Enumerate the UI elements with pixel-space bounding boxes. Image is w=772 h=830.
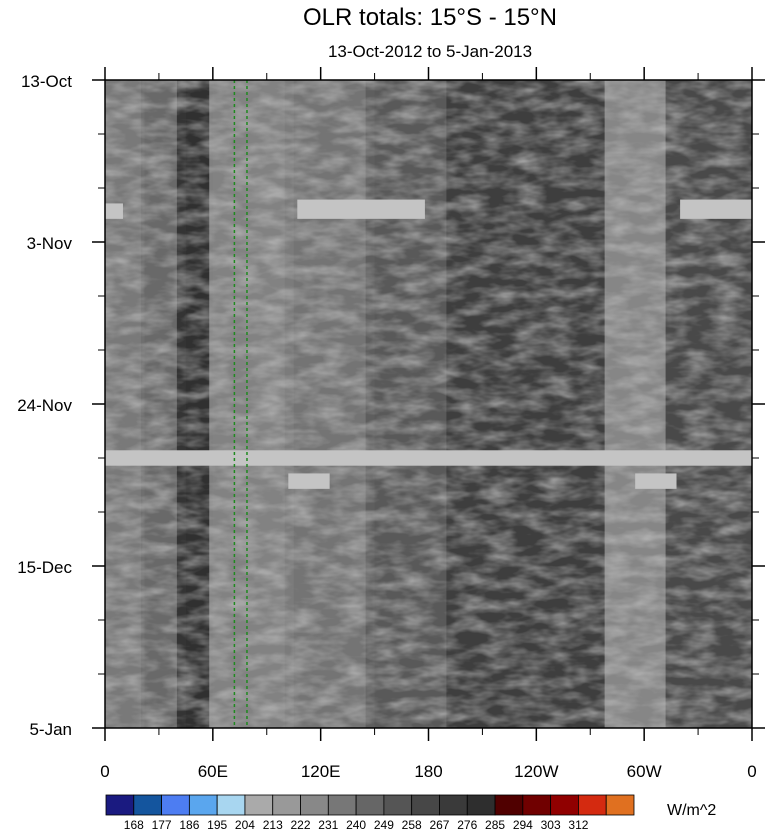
x-tick-label: 120W bbox=[514, 762, 558, 781]
y-tick-label: 13-Oct bbox=[21, 72, 72, 91]
y-tick-label: 3-Nov bbox=[27, 234, 73, 253]
colorbar-label: 231 bbox=[318, 818, 338, 830]
chart-subtitle: 13-Oct-2012 to 5-Jan-2013 bbox=[328, 42, 532, 61]
colorbar-swatch bbox=[355, 794, 385, 816]
x-axis: 0 60E 120E 180 120W 60W 0 bbox=[100, 67, 757, 781]
colorbar-swatch bbox=[105, 794, 135, 816]
missing-band-4 bbox=[288, 473, 330, 489]
colorbar-label: 249 bbox=[374, 818, 394, 830]
y-tick-label: 15-Dec bbox=[17, 558, 72, 577]
x-tick-label: 0 bbox=[100, 762, 109, 781]
colorbar-swatch bbox=[522, 794, 552, 816]
colorbar-label: 267 bbox=[429, 818, 449, 830]
colorbar-label: 213 bbox=[263, 818, 283, 830]
colorbar-label: 204 bbox=[235, 818, 255, 830]
colorbar-label: 312 bbox=[568, 818, 588, 830]
x-tick-label: 120E bbox=[301, 762, 341, 781]
colorbar-swatch bbox=[133, 794, 162, 816]
colorbar-swatch bbox=[494, 794, 524, 816]
colorbar-swatch bbox=[300, 794, 329, 816]
reference-lines bbox=[233, 80, 248, 728]
colorbar-label: 177 bbox=[152, 818, 172, 830]
colorbar-swatch bbox=[605, 794, 635, 816]
colorbar-label: 168 bbox=[124, 818, 144, 830]
colorbar-label: 258 bbox=[402, 818, 422, 830]
missing-band-3 bbox=[105, 450, 752, 466]
colorbar-swatch bbox=[411, 794, 440, 816]
y-tick-label: 24-Nov bbox=[17, 396, 72, 415]
olr-field bbox=[105, 80, 752, 728]
plot-area bbox=[104, 79, 753, 729]
colorbar-swatch bbox=[216, 794, 246, 816]
colorbar-swatch bbox=[244, 794, 274, 816]
x-tick-label: 60E bbox=[198, 762, 228, 781]
colorbar-label: 303 bbox=[541, 818, 561, 830]
chart-title: OLR totals: 15°S - 15°N bbox=[303, 4, 557, 31]
colorbar-swatch bbox=[466, 794, 496, 816]
missing-band-0 bbox=[105, 203, 123, 219]
y-tick-label: 5-Jan bbox=[29, 720, 72, 739]
x-tick-label: 180 bbox=[414, 762, 442, 781]
colorbar-swatch bbox=[578, 794, 607, 816]
missing-band-5 bbox=[635, 473, 677, 489]
colorbar: 168 177 186 195 204 213 222 231 240 249 258 267 276 2… bbox=[105, 794, 635, 830]
colorbar-swatch bbox=[327, 794, 357, 816]
colorbar-swatch bbox=[161, 794, 190, 816]
missing-band-2 bbox=[680, 199, 752, 219]
colorbar-swatch bbox=[439, 794, 468, 816]
x-tick-label: 60W bbox=[627, 762, 662, 781]
colorbar-swatch bbox=[550, 794, 579, 816]
colorbar-label: 240 bbox=[346, 818, 366, 830]
x-tick-label: 0 bbox=[747, 762, 756, 781]
colorbar-label: 294 bbox=[513, 818, 533, 830]
colorbar-label: 276 bbox=[457, 818, 477, 830]
field-texture bbox=[105, 80, 752, 728]
missing-band-1 bbox=[297, 199, 425, 219]
colorbar-label: 222 bbox=[291, 818, 311, 830]
colorbar-swatch bbox=[383, 794, 413, 816]
colorbar-label: 186 bbox=[179, 818, 199, 830]
y-axis: 13-Oct 3-Nov 24-Nov 15-Dec 5-Jan bbox=[17, 72, 765, 739]
missing-data-bands bbox=[105, 199, 752, 489]
colorbar-label: 195 bbox=[207, 818, 227, 830]
colorbar-swatch bbox=[188, 794, 218, 816]
colorbar-units: W/m^2 bbox=[667, 802, 716, 819]
colorbar-swatch bbox=[272, 794, 301, 816]
colorbar-label: 285 bbox=[485, 818, 505, 830]
